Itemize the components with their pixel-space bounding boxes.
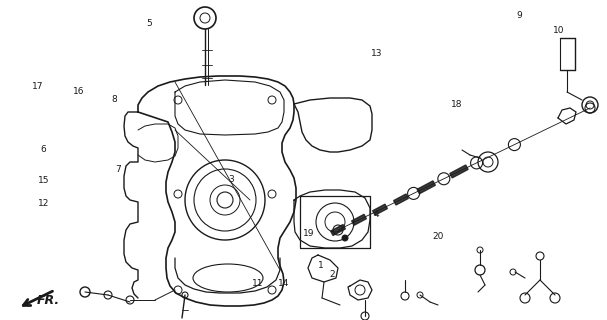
- Text: 16: 16: [73, 87, 84, 96]
- Text: 15: 15: [38, 176, 49, 185]
- Text: 7: 7: [115, 165, 121, 174]
- Text: 19: 19: [303, 229, 314, 238]
- Text: 5: 5: [146, 19, 152, 28]
- Text: 14: 14: [279, 279, 290, 288]
- Text: FR.: FR.: [36, 293, 59, 307]
- Polygon shape: [331, 225, 345, 236]
- Circle shape: [342, 235, 348, 241]
- Text: 11: 11: [253, 279, 263, 288]
- Text: 9: 9: [516, 11, 522, 20]
- Polygon shape: [450, 165, 468, 178]
- Polygon shape: [417, 181, 435, 194]
- Text: 17: 17: [32, 82, 43, 91]
- Text: 4: 4: [373, 210, 379, 219]
- Polygon shape: [351, 214, 367, 225]
- Text: 20: 20: [433, 232, 444, 241]
- Text: 13: 13: [371, 49, 382, 58]
- Polygon shape: [373, 204, 387, 215]
- Polygon shape: [394, 194, 409, 205]
- Text: 1: 1: [317, 261, 324, 270]
- Text: 3: 3: [228, 175, 234, 184]
- Text: 12: 12: [38, 199, 49, 208]
- Text: 8: 8: [111, 95, 117, 104]
- Text: 10: 10: [553, 26, 564, 35]
- Text: 6: 6: [41, 145, 47, 154]
- Text: 18: 18: [451, 100, 462, 109]
- Text: 2: 2: [330, 270, 336, 279]
